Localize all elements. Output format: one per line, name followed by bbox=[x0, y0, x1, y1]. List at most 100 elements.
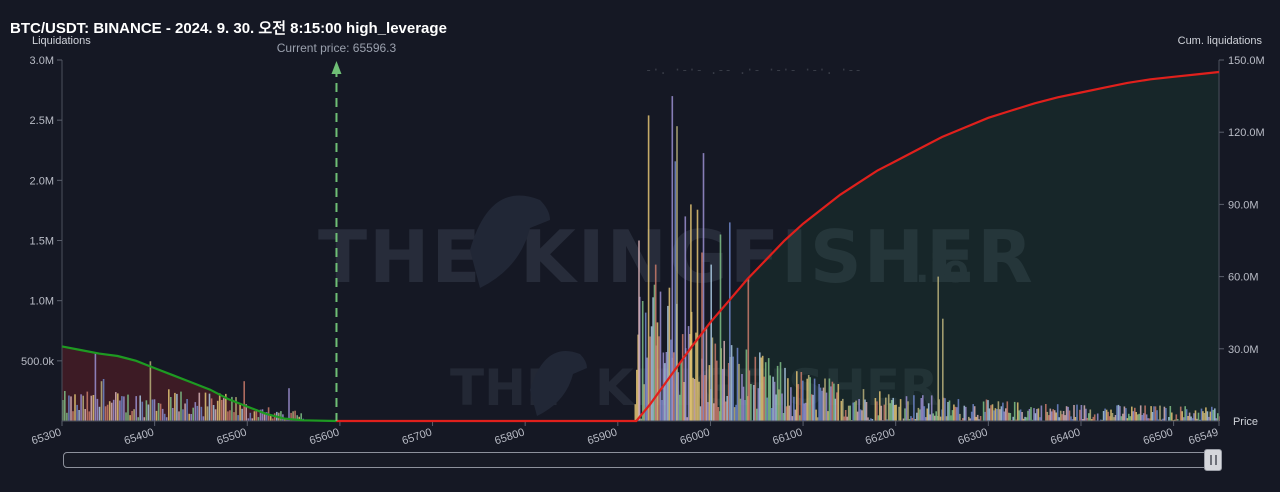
liquidation-bar bbox=[1105, 409, 1108, 421]
liquidation-bar bbox=[996, 409, 998, 421]
liquidation-bar bbox=[802, 380, 804, 421]
liquidation-bar bbox=[756, 408, 758, 421]
liquidation-bar bbox=[729, 222, 731, 421]
liquidation-bar bbox=[1104, 408, 1106, 421]
liquidation-bar bbox=[809, 377, 811, 421]
liquidation-bar bbox=[861, 410, 863, 421]
liquidation-bar bbox=[1065, 406, 1068, 421]
liquidation-bar bbox=[883, 404, 886, 421]
liquidation-bar bbox=[968, 416, 970, 421]
scrollbar-handle[interactable] bbox=[1204, 449, 1222, 471]
liquidation-bar bbox=[1142, 413, 1145, 421]
liquidation-bar bbox=[271, 418, 274, 421]
liquidation-bar bbox=[827, 411, 829, 421]
liquidation-bar bbox=[638, 240, 640, 421]
liquidation-bar bbox=[1083, 405, 1086, 421]
liquidation-bar bbox=[261, 409, 264, 421]
liquidation-bar bbox=[855, 400, 857, 421]
liquidation-bar bbox=[834, 398, 837, 421]
liquidation-bar bbox=[139, 395, 141, 421]
liquidation-bar bbox=[1175, 414, 1178, 421]
liquidation-bar bbox=[1217, 413, 1219, 421]
liquidation-bar bbox=[726, 396, 728, 421]
x-tick-label: 65600 bbox=[308, 426, 341, 447]
liquidation-bar bbox=[944, 398, 946, 421]
liquidation-bar bbox=[288, 388, 290, 421]
liquidation-bar bbox=[1181, 411, 1183, 421]
liquidation-bar bbox=[927, 403, 930, 421]
liquidation-bar bbox=[186, 399, 188, 421]
liquidation-bar bbox=[1076, 404, 1078, 421]
liquidation-bar bbox=[636, 369, 638, 421]
liquidation-bar bbox=[1061, 414, 1063, 421]
liquidation-bar bbox=[1002, 402, 1004, 421]
x-tick-label: 66400 bbox=[1049, 426, 1082, 447]
liquidation-bar bbox=[216, 400, 219, 421]
liquidation-bar bbox=[898, 406, 900, 421]
liquidation-bar bbox=[1205, 407, 1207, 421]
liquidation-bar bbox=[161, 408, 164, 421]
liquidation-bar bbox=[959, 413, 961, 421]
liquidation-bar bbox=[1036, 409, 1038, 421]
liquidation-bar bbox=[1102, 411, 1105, 421]
liquidation-bar bbox=[92, 395, 95, 421]
x-tick-label: 66300 bbox=[956, 426, 989, 447]
liquidation-bar bbox=[1003, 411, 1006, 421]
liquidation-bar bbox=[194, 402, 197, 421]
x-tick-label: 66500 bbox=[1142, 426, 1175, 447]
liquidation-bar bbox=[1088, 413, 1090, 421]
liquidation-bar bbox=[98, 406, 101, 421]
liquidation-bar bbox=[1089, 409, 1092, 421]
svg-text:THE: THE bbox=[318, 215, 483, 299]
liquidation-bar bbox=[257, 417, 260, 421]
liquidation-bar bbox=[1134, 407, 1136, 421]
liquidation-bar bbox=[251, 418, 254, 421]
liquidation-bar bbox=[910, 416, 912, 421]
liquidation-bar bbox=[1110, 409, 1112, 421]
left-axis-ticks: 500.0k 1.0M 1.5M 2.0M 2.5M 3.0M bbox=[21, 55, 62, 368]
liquidation-bar bbox=[1019, 409, 1022, 421]
liquidation-bar bbox=[70, 396, 72, 421]
liquidation-bar bbox=[225, 393, 227, 421]
liquidation-bar bbox=[229, 410, 231, 421]
liquidation-bar bbox=[123, 396, 125, 421]
liquidation-bar bbox=[210, 398, 213, 421]
chart-range-scrollbar[interactable] bbox=[63, 449, 1222, 471]
liquidation-bar bbox=[784, 367, 786, 421]
liquidation-bar bbox=[1169, 406, 1172, 421]
liquidation-bar bbox=[235, 397, 237, 421]
liquidation-bar bbox=[129, 415, 131, 421]
liquidation-bar bbox=[904, 408, 906, 421]
liquidation-bars bbox=[62, 96, 1220, 422]
liquidation-bar bbox=[94, 353, 97, 421]
x-tick-label: 65900 bbox=[586, 426, 619, 447]
liquidation-bar bbox=[233, 412, 235, 421]
liquidation-bar bbox=[693, 379, 696, 421]
x-tick-label: 65400 bbox=[123, 426, 156, 447]
liquidation-bar bbox=[687, 326, 690, 421]
liquidation-bar bbox=[174, 392, 176, 421]
liquidation-bar bbox=[1015, 419, 1017, 421]
liquidation-bar bbox=[1013, 401, 1016, 421]
x-axis-ticks: 65300 65400 65500 65600 65700 65800 65900 66000… bbox=[30, 421, 1220, 447]
liquidation-bar bbox=[147, 404, 150, 421]
liquidation-bar bbox=[1024, 416, 1026, 421]
liquidation-bar bbox=[929, 414, 931, 421]
liquidation-bar bbox=[953, 404, 955, 421]
liquidation-bar bbox=[1079, 409, 1081, 421]
liquidation-bar bbox=[710, 264, 712, 421]
liquidation-bar bbox=[862, 389, 865, 421]
liquidation-bar bbox=[1028, 409, 1031, 421]
liquidation-bar bbox=[819, 387, 822, 421]
liquidation-bar bbox=[1176, 419, 1179, 421]
liquidation-bar bbox=[149, 361, 152, 421]
liquidation-bar bbox=[973, 406, 976, 421]
liquidation-bar bbox=[813, 378, 816, 421]
liquidation-bar bbox=[902, 418, 905, 421]
liquidation-bar bbox=[159, 403, 162, 421]
liquidation-bar bbox=[208, 393, 211, 421]
liquidation-bar bbox=[867, 417, 869, 421]
liquidation-bar bbox=[641, 301, 644, 421]
liquidation-bar bbox=[1045, 404, 1047, 421]
liquidation-bar bbox=[717, 407, 720, 421]
